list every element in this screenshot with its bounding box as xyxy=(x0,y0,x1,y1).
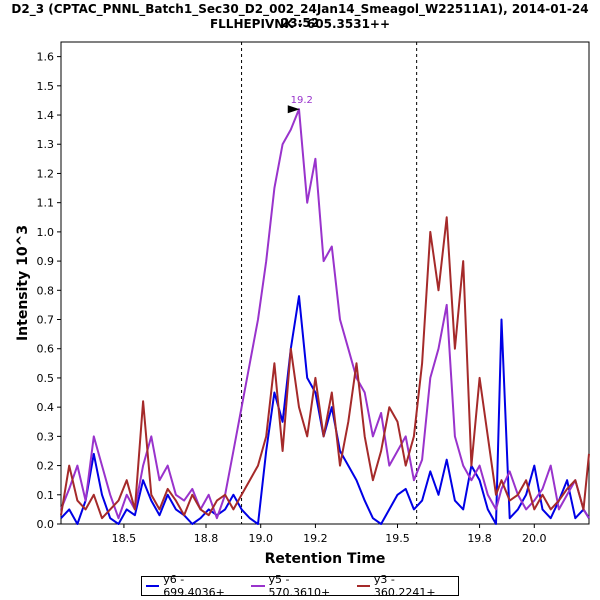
x-axis-label: Retention Time xyxy=(265,551,386,567)
x-tick-label: 18.8 xyxy=(194,532,219,545)
y-tick-label: 0.9 xyxy=(37,255,55,268)
legend: y6 - 699.4036+ y5 - 570.3610+ y3 - 360.224… xyxy=(141,573,459,599)
y-tick-label: 0.4 xyxy=(37,401,55,414)
legend-swatch xyxy=(251,585,265,587)
y-tick-label: 1.5 xyxy=(37,80,55,93)
legend-label: y5 - 570.3610+ xyxy=(268,573,331,599)
x-tick-label: 19.2 xyxy=(303,532,328,545)
x-tick-label: 19.0 xyxy=(248,532,273,545)
legend-item: y5 - 570.3610+ xyxy=(251,573,349,599)
legend-swatch xyxy=(356,585,370,587)
y-tick-label: 1.6 xyxy=(37,51,55,64)
legend-swatch xyxy=(146,585,160,587)
peak-annotation-label: 19.2 xyxy=(291,95,313,106)
y-tick-label: 1.1 xyxy=(37,197,55,210)
y-tick-label: 0.2 xyxy=(37,460,55,473)
y-tick-label: 0.3 xyxy=(37,430,55,443)
y-tick-label: 1.3 xyxy=(37,138,55,151)
y-tick-label: 1.0 xyxy=(37,226,55,239)
y-tick-label: 0.7 xyxy=(37,314,55,327)
y-tick-label: 0.0 xyxy=(37,518,55,531)
y-tick-label: 0.1 xyxy=(37,489,55,502)
chart-subtitle: FLLHEPIVNK - 605.3531++ xyxy=(209,17,391,31)
y-tick-label: 0.8 xyxy=(37,284,55,297)
legend-item: y6 - 699.4036+ xyxy=(146,573,244,599)
legend-label: y6 - 699.4036+ xyxy=(163,573,225,599)
x-tick-label: 19.8 xyxy=(467,532,492,545)
y-tick-label: 1.2 xyxy=(37,167,55,180)
legend-label: y3 - 360.2241+ xyxy=(373,573,436,599)
x-tick-label: 20.0 xyxy=(522,532,547,545)
y-tick-label: 1.4 xyxy=(37,109,55,122)
x-tick-label: 19.5 xyxy=(385,532,410,545)
legend-item: y3 - 360.2241+ xyxy=(356,573,455,599)
y-tick-label: 0.5 xyxy=(37,372,55,385)
y-tick-label: 0.6 xyxy=(37,343,55,356)
series-line-y3 xyxy=(60,216,590,520)
chart-title: D2_3 (CPTAC_PNNL_Batch1_Sec30_D2_002_24J… xyxy=(11,2,589,30)
series-line-y6 xyxy=(60,295,590,525)
x-tick-label: 18.5 xyxy=(112,532,137,545)
peak-arrow-icon xyxy=(287,105,300,114)
y-axis-label: Intensity 10^3 xyxy=(15,225,31,341)
